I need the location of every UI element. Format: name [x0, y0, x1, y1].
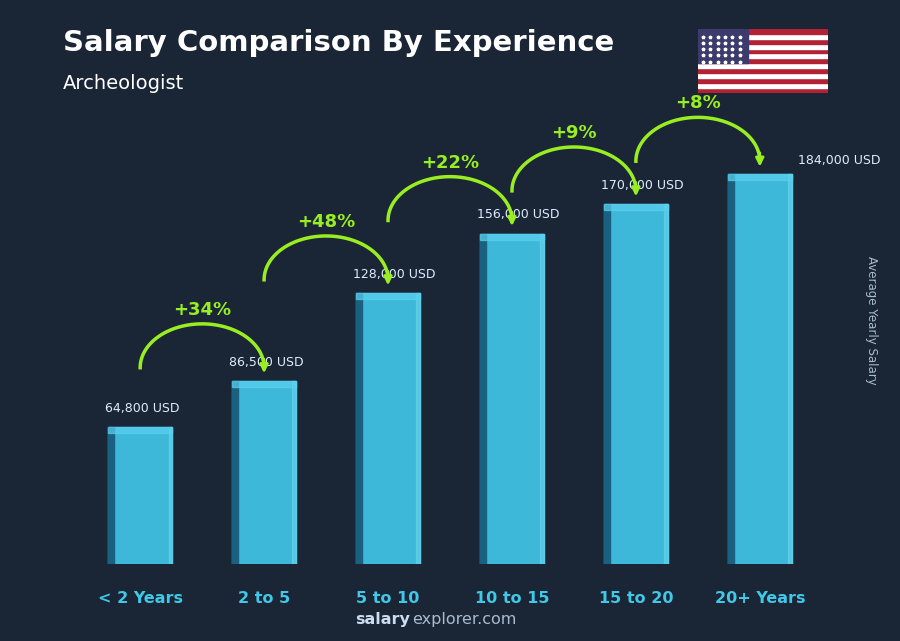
- Bar: [604, 204, 668, 210]
- Bar: [698, 88, 828, 93]
- Text: 156,000 USD: 156,000 USD: [477, 208, 560, 222]
- Bar: [698, 78, 828, 83]
- Bar: [480, 234, 486, 564]
- Bar: [232, 381, 296, 387]
- Bar: [108, 427, 173, 564]
- Bar: [168, 427, 173, 564]
- Text: Average Yearly Salary: Average Yearly Salary: [865, 256, 878, 385]
- Bar: [480, 234, 544, 240]
- Bar: [356, 293, 420, 299]
- Bar: [664, 204, 668, 564]
- Bar: [698, 63, 828, 69]
- Text: 128,000 USD: 128,000 USD: [354, 268, 436, 281]
- Bar: [727, 174, 734, 564]
- Bar: [604, 204, 610, 564]
- Text: 20+ Years: 20+ Years: [715, 591, 806, 606]
- Text: Archeologist: Archeologist: [63, 74, 184, 93]
- Bar: [417, 293, 420, 564]
- Bar: [698, 34, 828, 38]
- Text: +9%: +9%: [551, 124, 597, 142]
- Text: 10 to 15: 10 to 15: [474, 591, 549, 606]
- Bar: [108, 427, 173, 433]
- Text: 5 to 10: 5 to 10: [356, 591, 419, 606]
- Text: 15 to 20: 15 to 20: [598, 591, 673, 606]
- Bar: [108, 427, 114, 564]
- Bar: [698, 29, 748, 63]
- Bar: [232, 381, 296, 564]
- Text: +34%: +34%: [173, 301, 231, 319]
- Bar: [540, 234, 544, 564]
- Bar: [698, 29, 828, 34]
- Text: 86,500 USD: 86,500 USD: [230, 356, 304, 369]
- Bar: [356, 293, 420, 564]
- Text: Salary Comparison By Experience: Salary Comparison By Experience: [63, 29, 614, 57]
- Text: 2 to 5: 2 to 5: [238, 591, 290, 606]
- Text: explorer.com: explorer.com: [412, 612, 517, 627]
- Text: < 2 Years: < 2 Years: [98, 591, 183, 606]
- Bar: [356, 293, 363, 564]
- Bar: [604, 204, 668, 564]
- Text: salary: salary: [355, 612, 410, 627]
- Bar: [727, 174, 792, 564]
- Bar: [698, 44, 828, 49]
- Bar: [698, 69, 828, 73]
- Text: +8%: +8%: [675, 94, 721, 112]
- Bar: [698, 49, 828, 53]
- Bar: [232, 381, 239, 564]
- Bar: [480, 234, 544, 564]
- Bar: [292, 381, 296, 564]
- Text: +22%: +22%: [421, 154, 479, 172]
- Bar: [698, 53, 828, 58]
- Text: +48%: +48%: [297, 213, 356, 231]
- Bar: [727, 174, 792, 180]
- Bar: [698, 38, 828, 44]
- Bar: [698, 73, 828, 78]
- Bar: [698, 83, 828, 88]
- Text: 170,000 USD: 170,000 USD: [601, 179, 684, 192]
- Bar: [698, 58, 828, 63]
- Text: 64,800 USD: 64,800 USD: [105, 402, 180, 415]
- Bar: [788, 174, 792, 564]
- Text: 184,000 USD: 184,000 USD: [798, 154, 881, 167]
